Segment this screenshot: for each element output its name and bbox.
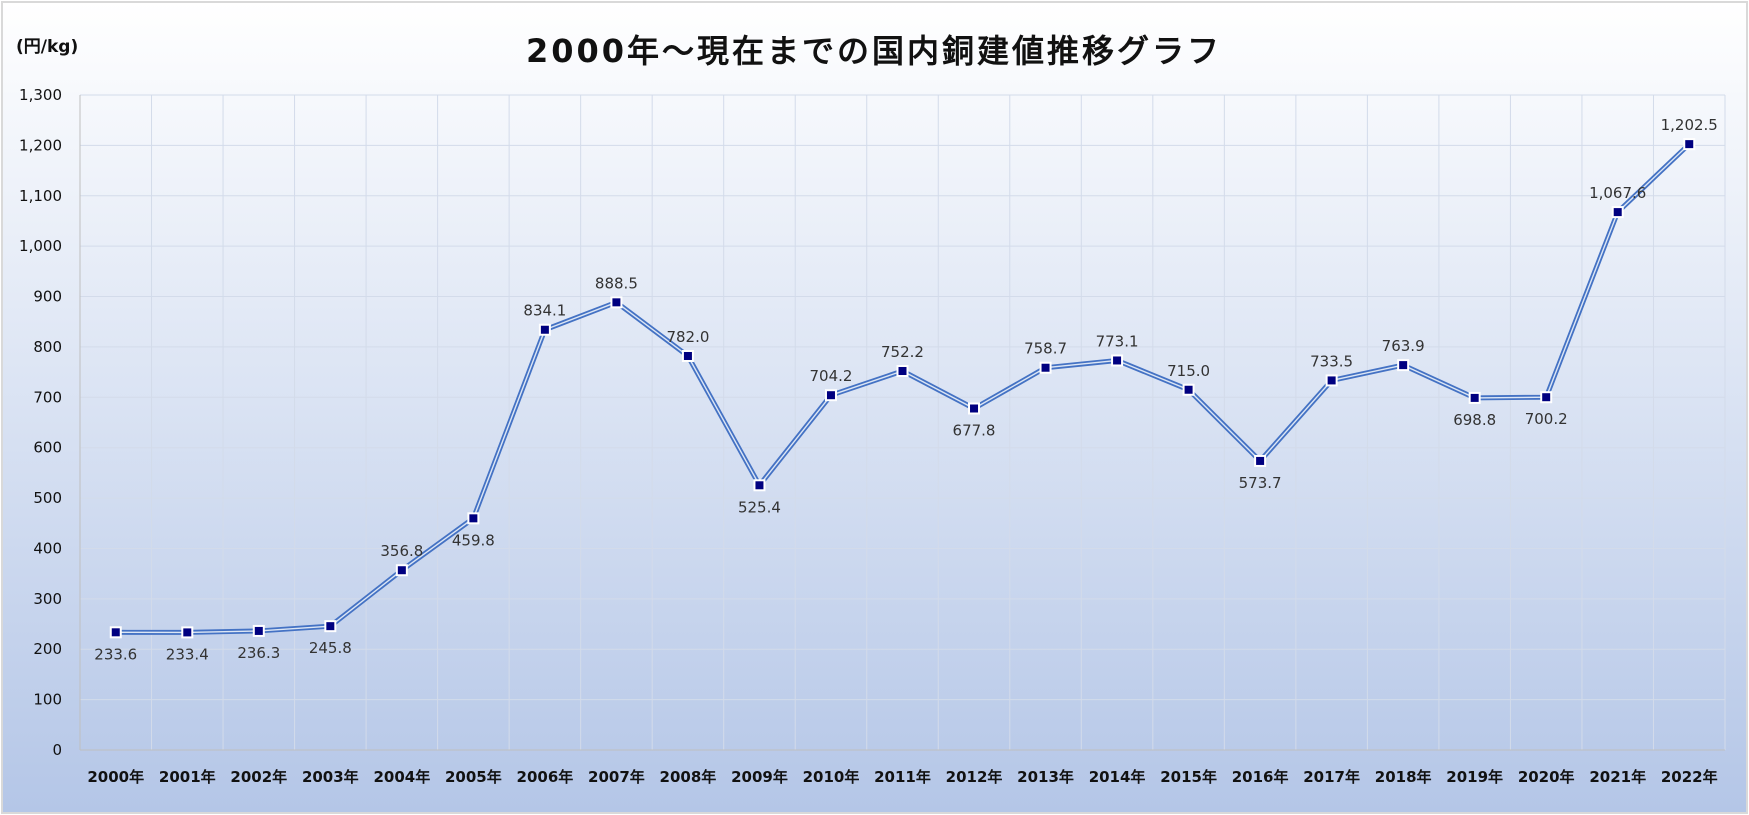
data-label: 773.1 (1096, 332, 1139, 350)
x-tick-label: 2017年 (1303, 768, 1360, 786)
y-tick-label: 500 (33, 489, 62, 507)
x-tick-label: 2002年 (230, 768, 287, 786)
data-point (538, 323, 551, 336)
data-label: 888.5 (595, 274, 638, 292)
x-tick-label: 2010年 (803, 768, 860, 786)
data-point (1540, 391, 1553, 404)
y-tick-label: 1,200 (19, 136, 62, 154)
y-tick-label: 1,300 (19, 86, 62, 104)
data-label: 233.4 (166, 645, 209, 663)
y-tick-label: 700 (33, 388, 62, 406)
data-label: 698.8 (1453, 411, 1496, 429)
x-tick-label: 2001年 (159, 768, 216, 786)
x-tick-label: 2000年 (87, 768, 144, 786)
y-tick-label: 1,000 (19, 237, 62, 255)
data-label: 704.2 (810, 367, 853, 385)
x-tick-label: 2003年 (302, 768, 359, 786)
x-tick-label: 2009年 (731, 768, 788, 786)
data-point (1683, 138, 1696, 151)
data-label: 245.8 (309, 639, 352, 657)
data-label: 834.1 (523, 302, 566, 320)
x-tick-label: 2014年 (1089, 768, 1146, 786)
data-label: 356.8 (380, 542, 423, 560)
x-tick-label: 2013年 (1017, 768, 1074, 786)
data-point (1611, 206, 1624, 219)
x-tick-label: 2006年 (517, 768, 574, 786)
x-tick-label: 2021年 (1589, 768, 1646, 786)
y-tick-label: 800 (33, 338, 62, 356)
series-markers (109, 138, 1696, 639)
x-tick-label: 2016年 (1232, 768, 1289, 786)
data-point (181, 626, 194, 639)
data-label: 525.4 (738, 498, 781, 516)
data-label: 752.2 (881, 343, 924, 361)
data-labels: 233.6 233.4 236.3 245.8 356.8 459.8 834.1 888.5… (94, 116, 1718, 663)
y-tick-label: 1,100 (19, 187, 62, 205)
x-tick-label: 2015年 (1160, 768, 1217, 786)
data-point (896, 365, 909, 378)
data-point (1039, 361, 1052, 374)
data-label: 715.0 (1167, 362, 1210, 380)
chart-title: 2000年～現在までの国内銅建値推移グラフ (526, 32, 1222, 70)
data-point (824, 389, 837, 402)
data-label: 700.2 (1525, 410, 1568, 428)
data-label: 459.8 (452, 531, 495, 549)
data-point (1254, 454, 1267, 467)
x-tick-label: 2005年 (445, 768, 502, 786)
data-label: 733.5 (1310, 352, 1353, 370)
data-point (610, 296, 623, 309)
x-tick-label: 2007年 (588, 768, 645, 786)
y-tick-label: 600 (33, 439, 62, 457)
data-point (1397, 359, 1410, 372)
x-tick-label: 2020年 (1518, 768, 1575, 786)
y-tick-label: 100 (33, 691, 62, 709)
x-tick-label: 2022年 (1661, 768, 1718, 786)
data-point (1111, 354, 1124, 367)
y-tick-label: 200 (33, 640, 62, 658)
x-tick-label: 2008年 (660, 768, 717, 786)
x-tick-label: 2011年 (874, 768, 931, 786)
grid (80, 94, 1726, 750)
data-point (968, 402, 981, 415)
y-axis-unit-label: (円/kg) (16, 37, 78, 57)
data-point (753, 479, 766, 492)
data-point (1325, 374, 1338, 387)
data-label: 1,202.5 (1661, 116, 1718, 134)
data-point (252, 624, 265, 637)
data-label: 573.7 (1239, 474, 1282, 492)
data-point (109, 626, 122, 639)
data-point (1182, 383, 1195, 396)
data-label: 763.9 (1382, 337, 1425, 355)
x-tick-label: 2012年 (946, 768, 1003, 786)
x-tick-label: 2018年 (1375, 768, 1432, 786)
data-label: 233.6 (94, 645, 137, 663)
data-point (467, 512, 480, 525)
data-label: 1,067.6 (1589, 184, 1646, 202)
data-label: 782.0 (666, 328, 709, 346)
data-point (1468, 391, 1481, 404)
data-label: 236.3 (237, 644, 280, 662)
data-point (395, 564, 408, 577)
data-point (681, 349, 694, 362)
axes: 0 100 200 300 400 500 600 700 800 900 1,000 1,100 1,… (19, 86, 1725, 786)
data-label: 758.7 (1024, 340, 1067, 358)
y-tick-label: 300 (33, 590, 62, 608)
data-label: 677.8 (953, 421, 996, 439)
y-tick-label: 900 (33, 288, 62, 306)
y-tick-label: 400 (33, 539, 62, 557)
data-point (324, 620, 337, 633)
x-tick-label: 2004年 (373, 768, 430, 786)
x-tick-label: 2019年 (1446, 768, 1503, 786)
y-tick-label: 0 (52, 741, 62, 759)
